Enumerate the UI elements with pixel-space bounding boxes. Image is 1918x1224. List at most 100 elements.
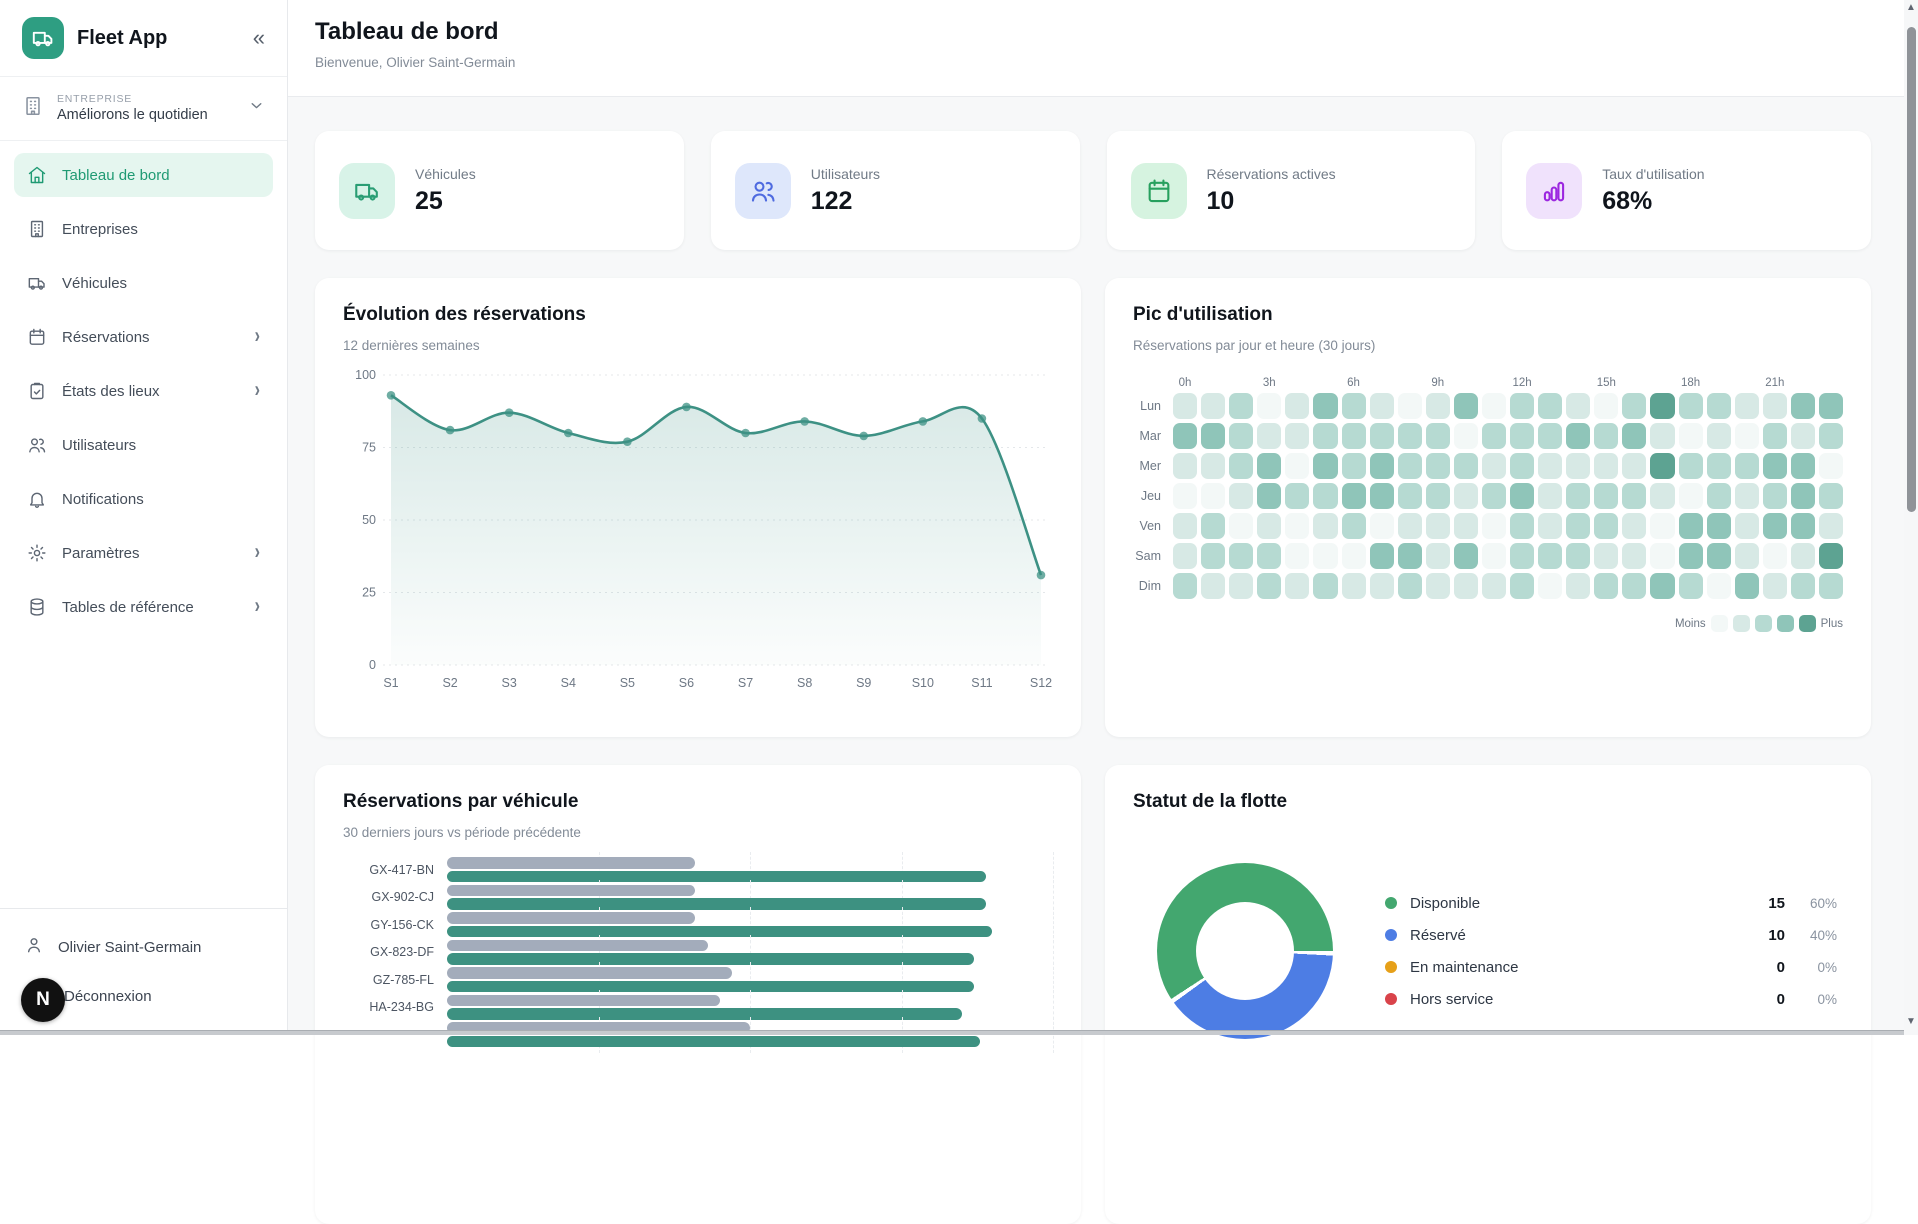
page-subtitle: Bienvenue, Olivier Saint-Germain (315, 55, 1904, 70)
page-header: Tableau de bord Bienvenue, Olivier Saint… (288, 0, 1904, 97)
heatmap-cell (1426, 513, 1450, 539)
legend-label: En maintenance (1410, 959, 1745, 976)
bar-row: HA-234-BG (343, 994, 1053, 1022)
heatmap-cell (1229, 483, 1253, 509)
heatmap-cell (1482, 573, 1506, 599)
heatmap-cell (1285, 543, 1309, 569)
heatmap-cell (1735, 513, 1759, 539)
sidebar-item-truck[interactable]: Véhicules (14, 261, 273, 305)
svg-text:S3: S3 (502, 676, 517, 690)
bar-row: GY-156-CK (343, 911, 1053, 939)
sidebar-item-bell[interactable]: Notifications (14, 477, 273, 521)
heatmap-cell (1622, 483, 1646, 509)
vehicle-plate-label: GX-417-BN (343, 863, 447, 877)
heatmap-cell (1594, 423, 1618, 449)
day-label: Sam (1133, 543, 1169, 569)
heatmap-cell (1454, 423, 1478, 449)
bar-previous-period (447, 940, 708, 952)
sidebar-item-clipboard-check[interactable]: États des lieux› (14, 369, 273, 413)
day-label: Ven (1133, 513, 1169, 539)
heatmap-cell (1819, 573, 1843, 599)
heatmap-subtitle: Réservations par jour et heure (30 jours… (1133, 338, 1843, 353)
app-logo-truck-icon (22, 17, 64, 59)
heatmap-cell (1398, 453, 1422, 479)
heatmap-cell (1285, 573, 1309, 599)
users-icon (735, 163, 791, 219)
logout-button[interactable]: Déconnexion (50, 988, 263, 1005)
day-label: Dim (1133, 573, 1169, 599)
heatmap-cell (1538, 453, 1562, 479)
heatmap-cell (1342, 453, 1366, 479)
svg-text:S10: S10 (912, 676, 934, 690)
company-label: ENTREPRISE (57, 93, 248, 105)
heatmap-cell (1763, 483, 1787, 509)
scroll-down-arrow[interactable]: ▼ (1904, 1015, 1918, 1029)
legend-label: Hors service (1410, 991, 1745, 1008)
heatmap-cell (1510, 423, 1534, 449)
sidebar-item-database[interactable]: Tables de référence› (14, 585, 273, 629)
heatmap-cell (1370, 393, 1394, 419)
heatmap-cell (1735, 393, 1759, 419)
sidebar-collapse-button[interactable]: « (253, 27, 265, 49)
hour-label: 15h (1594, 371, 1618, 389)
heatmap-cell (1370, 543, 1394, 569)
vertical-scrollbar[interactable]: ▲ ▼ (1904, 0, 1918, 1035)
heatmap-cell (1594, 543, 1618, 569)
chevron-right-icon: › (255, 540, 260, 565)
app-name: Fleet App (77, 27, 253, 50)
sidebar-item-label: États des lieux (62, 383, 255, 400)
heatmap-cell (1426, 453, 1450, 479)
sidebar-item-home[interactable]: Tableau de bord (14, 153, 273, 197)
heatmap-cell (1426, 483, 1450, 509)
svg-text:S8: S8 (797, 676, 812, 690)
heatmap-cell (1257, 573, 1281, 599)
heatmap-cell (1257, 483, 1281, 509)
sidebar-item-calendar[interactable]: Réservations› (14, 315, 273, 359)
truck-icon (339, 163, 395, 219)
heatmap-cell (1566, 393, 1590, 419)
heatmap-cell (1454, 543, 1478, 569)
usage-peak-card: Pic d'utilisation Réservations par jour … (1105, 278, 1871, 737)
heatmap-cell (1482, 513, 1506, 539)
heatmap-cell (1173, 483, 1197, 509)
heatmap-cell (1622, 573, 1646, 599)
legend-swatch (1733, 615, 1750, 632)
heatmap-cell (1229, 393, 1253, 419)
heatmap-cell (1650, 393, 1674, 419)
heatmap-cell (1285, 423, 1309, 449)
heatmap-cell (1763, 573, 1787, 599)
heatmap-cell (1173, 573, 1197, 599)
heatmap-cell (1819, 543, 1843, 569)
heatmap-cell (1342, 393, 1366, 419)
stat-value: 68% (1602, 187, 1704, 216)
heatmap-cell (1510, 513, 1534, 539)
company-selector[interactable]: ENTREPRISE Améliorons le quotidien (0, 77, 287, 141)
heatmap-cell (1342, 423, 1366, 449)
heatmap-cell (1791, 483, 1815, 509)
heatmap-cell (1538, 423, 1562, 449)
building-icon (22, 95, 44, 122)
sidebar-item-building[interactable]: Entreprises (14, 207, 273, 251)
user-profile[interactable]: Olivier Saint-Germain (24, 935, 263, 960)
nextjs-dev-badge[interactable]: N (21, 978, 65, 1022)
heatmap-cell (1426, 573, 1450, 599)
scrollbar-thumb[interactable] (1907, 27, 1916, 512)
sidebar-item-users[interactable]: Utilisateurs (14, 423, 273, 467)
legend-value: 0 (1745, 991, 1785, 1008)
scroll-up-arrow[interactable]: ▲ (1904, 1, 1918, 15)
heatmap-cell (1173, 513, 1197, 539)
main-content: Tableau de bord Bienvenue, Olivier Saint… (288, 0, 1904, 1035)
heatmap-cell (1566, 483, 1590, 509)
chevron-right-icon: › (255, 594, 260, 619)
sidebar-item-gear[interactable]: Paramètres› (14, 531, 273, 575)
heatmap-cell (1707, 393, 1731, 419)
sidebar-item-label: Utilisateurs (62, 437, 260, 454)
heatmap-cell (1791, 393, 1815, 419)
heatmap-cell (1566, 543, 1590, 569)
